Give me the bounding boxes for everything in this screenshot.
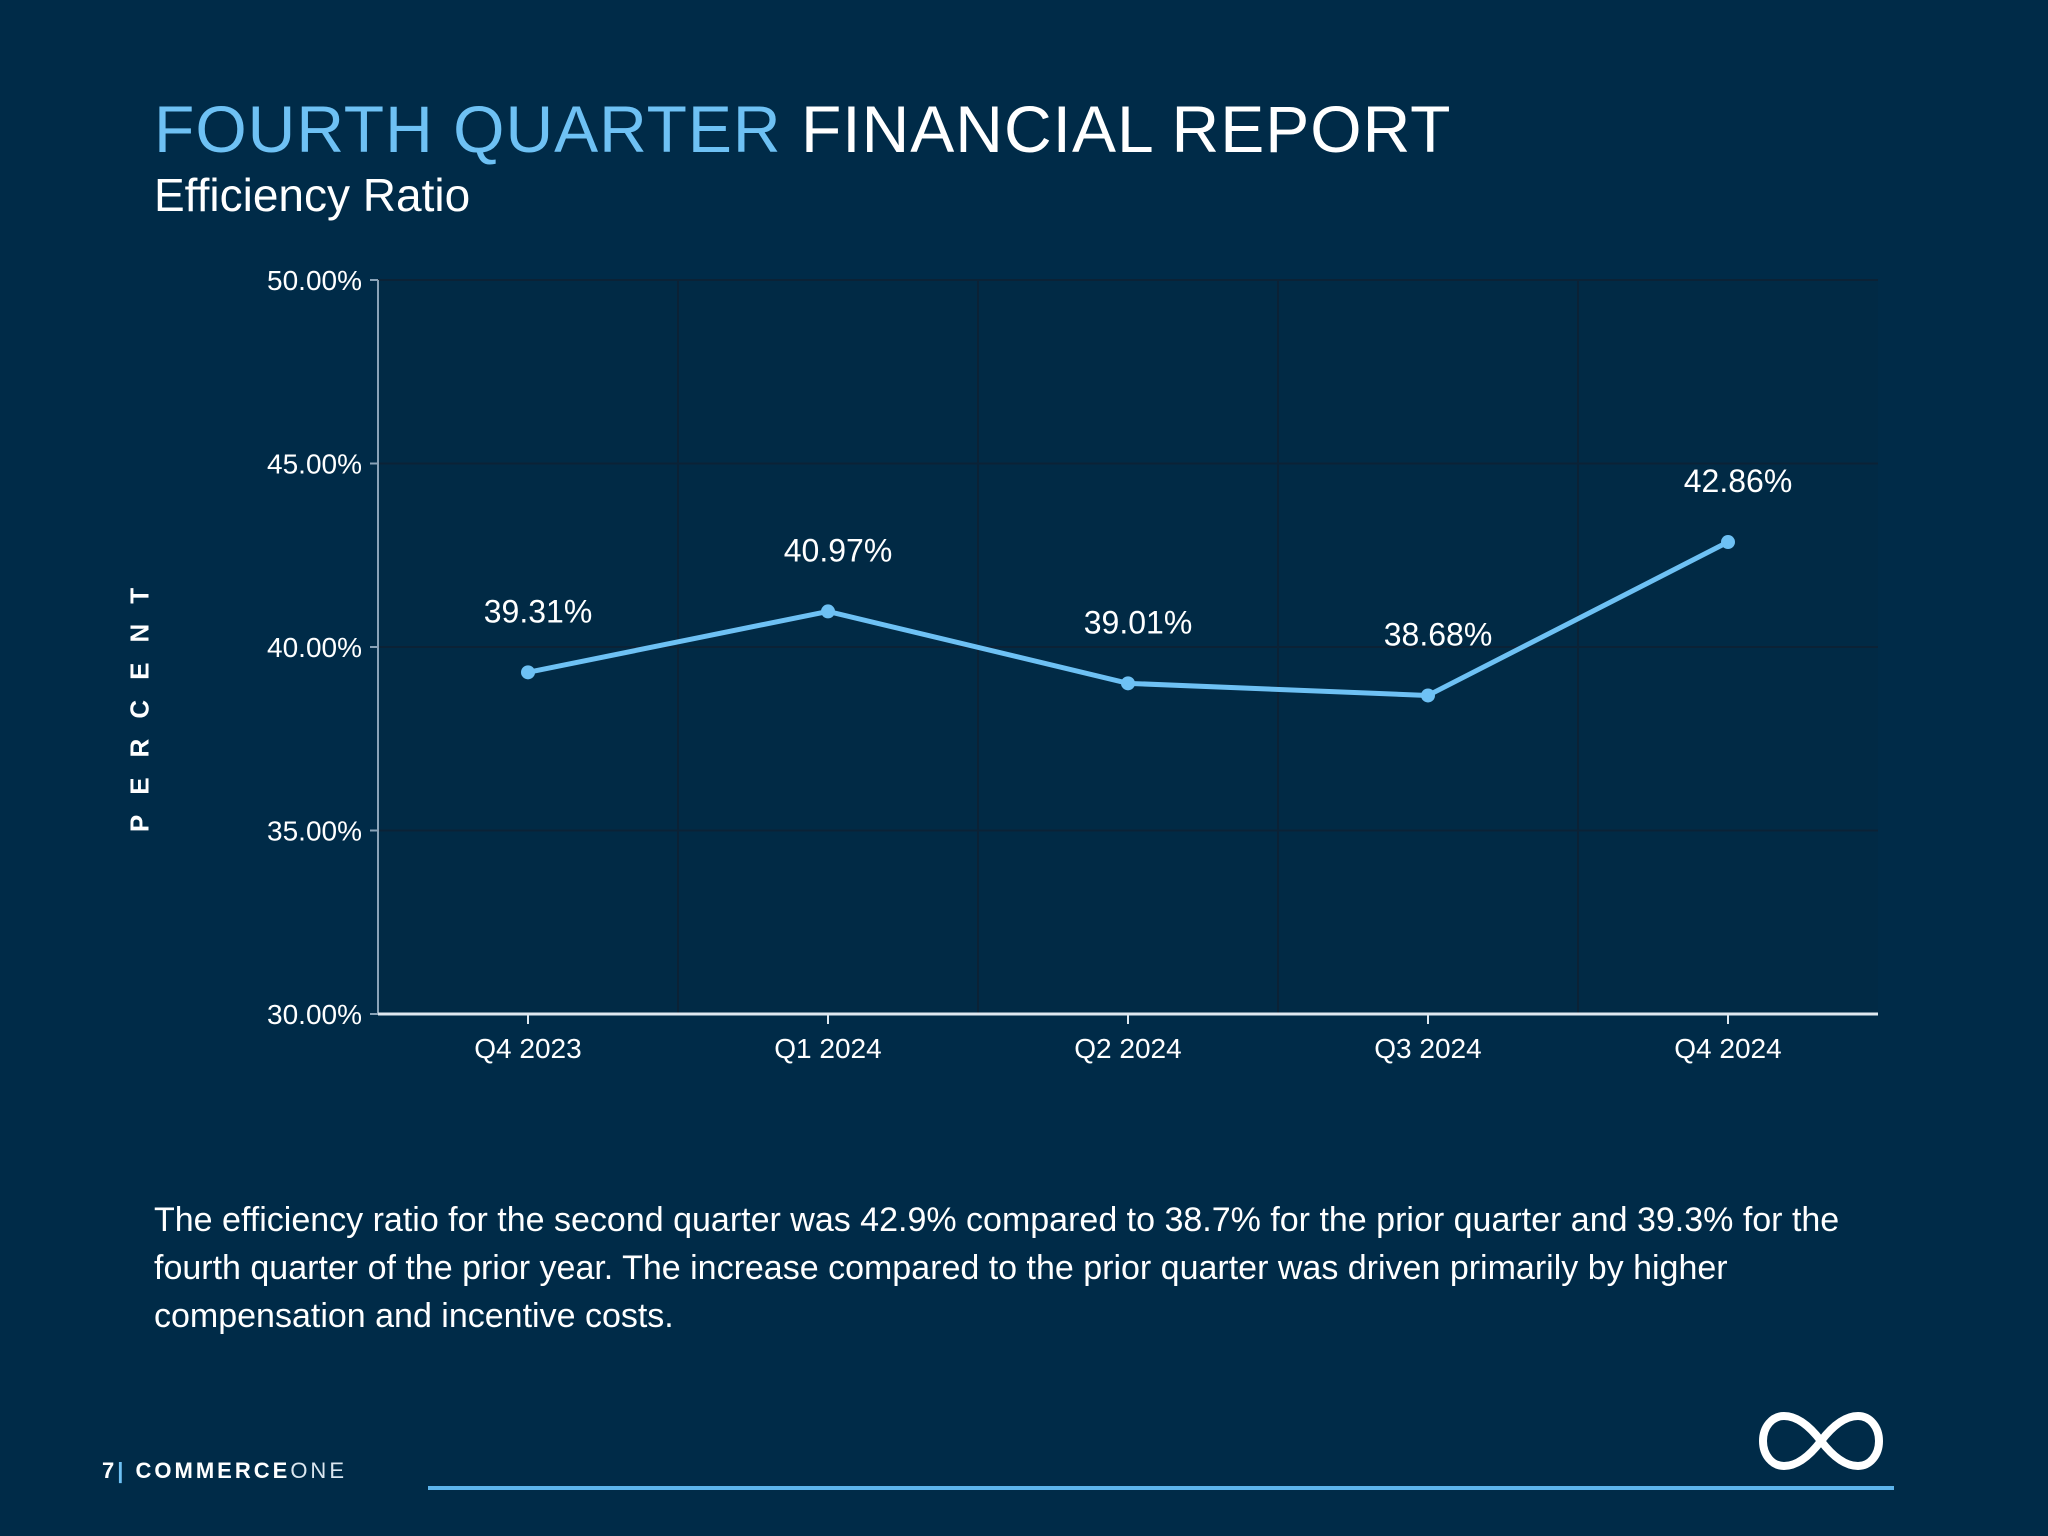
data-point [1121, 676, 1135, 691]
footer-divider [428, 1486, 1894, 1490]
data-point [821, 604, 835, 619]
data-label: 40.97% [784, 532, 893, 568]
x-tick-label: Q4 2023 [474, 1033, 581, 1064]
title-main: FINANCIAL REPORT [800, 92, 1452, 166]
summary-paragraph: The efficiency ratio for the second quar… [154, 1201, 1840, 1335]
data-label: 39.01% [1084, 604, 1193, 640]
x-tick-label: Q2 2024 [1074, 1033, 1181, 1064]
x-tick-label: Q1 2024 [774, 1033, 881, 1064]
brand-name-light: ONE [290, 1458, 347, 1483]
efficiency-ratio-chart: 30.00% 35.00% 40.00% 45.00% 50.00% Q4 2023 Q1 … [267, 265, 1878, 1064]
page-subtitle: Efficiency Ratio [154, 169, 471, 221]
title-accent: FOURTH QUARTER [154, 92, 782, 166]
data-label: 38.68% [1384, 616, 1493, 652]
data-point [1721, 535, 1735, 550]
brand-name-bold: COMMERCE [135, 1458, 291, 1483]
footer-separator: | [117, 1458, 127, 1483]
data-point [1421, 688, 1435, 703]
data-point [521, 665, 535, 680]
y-tick-label: 35.00% [267, 816, 362, 847]
x-tick-label: Q4 2024 [1674, 1033, 1781, 1064]
page-title: FOURTH QUARTER FINANCIAL REPORT [154, 96, 1451, 162]
data-label: 39.31% [484, 593, 593, 629]
x-tick-label: Q3 2024 [1374, 1033, 1481, 1064]
page-number: 7 [102, 1458, 118, 1483]
y-tick-label: 45.00% [267, 449, 362, 480]
y-tick-label: 40.00% [267, 632, 362, 663]
data-label: 42.86% [1684, 463, 1793, 499]
infinity-logo-icon [1759, 1412, 1883, 1470]
footer-brand: 7| COMMERCEONE [102, 1458, 347, 1484]
y-tick-label: 30.00% [267, 999, 362, 1030]
y-tick-label: 50.00% [267, 265, 362, 296]
y-axis-title: PERCENT [124, 567, 155, 833]
